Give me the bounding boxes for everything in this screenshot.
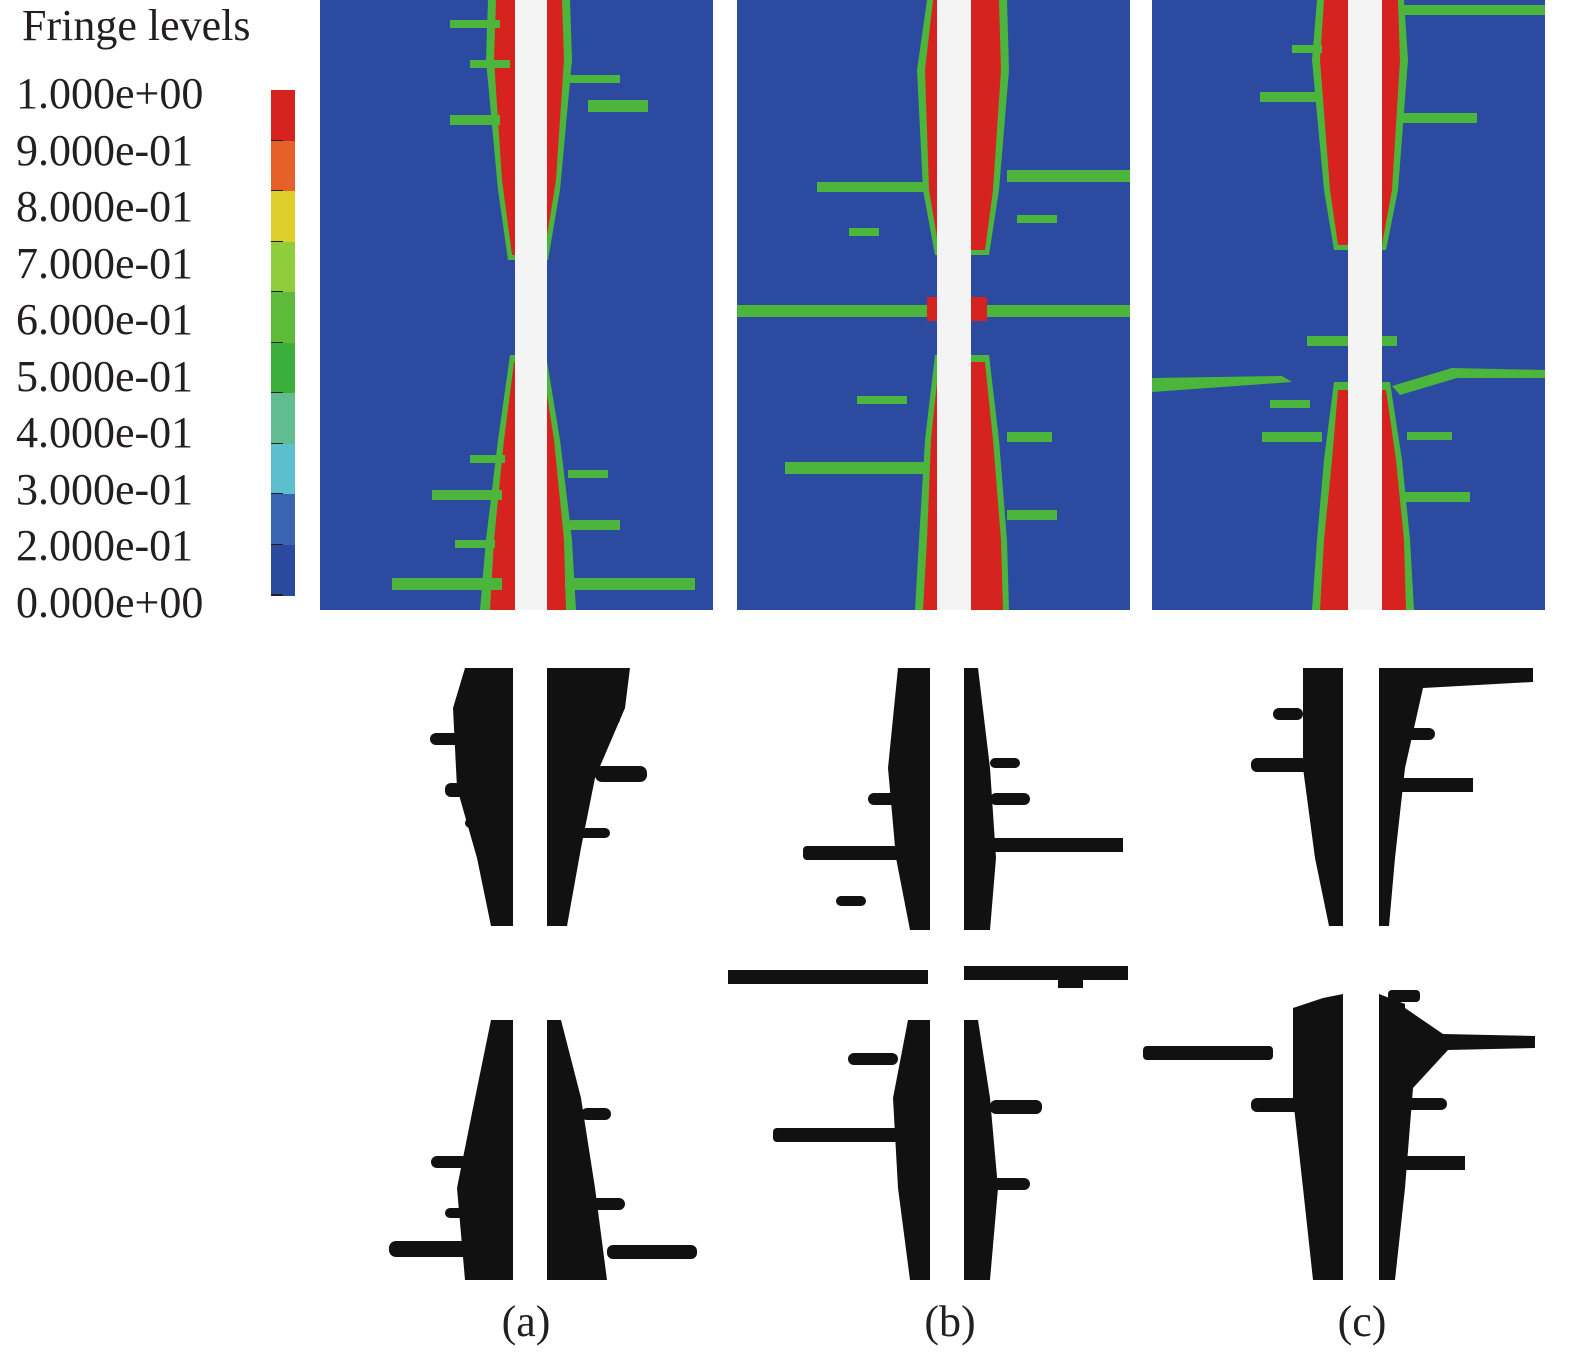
experiment-crack-upper [430, 668, 647, 926]
legend-level-label: 9.000e-01 [16, 125, 194, 175]
legend-level-label: 8.000e-01 [16, 182, 194, 231]
crack-branches [392, 20, 695, 590]
hole [515, 0, 547, 610]
hole [937, 0, 971, 610]
experiment-panel-b [728, 668, 1128, 1280]
hole [1348, 0, 1382, 610]
legend-title: Fringe levels [22, 1, 251, 50]
legend-color-swatch [271, 191, 295, 242]
legend-level-label: 2.000e-01 [16, 521, 194, 570]
simulation-panel-a [320, 0, 713, 610]
legend-color-swatch [271, 544, 295, 596]
legend-tick [271, 594, 283, 596]
caption-b: (b) [924, 1297, 976, 1346]
legend-level-label: 3.000e-01 [16, 464, 194, 514]
legend-level-label: 0.000e+00 [16, 577, 204, 627]
simulation-panel-b [737, 0, 1130, 610]
experiment-panel-a [389, 668, 697, 1280]
legend-color-swatch [271, 393, 295, 444]
legend-level-label: 4.000e-01 [16, 408, 194, 457]
legend-color-swatch [271, 342, 295, 394]
legend-color-swatch [271, 494, 295, 545]
legend-color-swatch [271, 90, 295, 141]
crack-branches [785, 170, 1130, 520]
experiment-crack-upper [1251, 668, 1533, 926]
legend-color-swatch [271, 443, 295, 495]
crack-branches [1260, 5, 1545, 502]
legend-level-label: 6.000e-01 [16, 295, 194, 344]
caption-a: (a) [501, 1297, 551, 1346]
simulation-panel-c [1152, 0, 1545, 610]
experiment-crack-upper [803, 668, 1123, 930]
legend-level-label: 5.000e-01 [16, 351, 194, 401]
experiment-panel-c [1143, 668, 1535, 1280]
legend-level-label: 1.000e+00 [16, 69, 204, 118]
legend-color-swatch [271, 292, 295, 343]
experiment-crack-lower [773, 1020, 1042, 1280]
experiment-crack-lower [389, 1020, 697, 1280]
legend-color-swatch [271, 241, 295, 293]
caption-c: (c) [1337, 1297, 1387, 1346]
legend-color-swatch [271, 140, 295, 192]
experiment-crack-lower [1143, 990, 1535, 1280]
legend-level-label: 7.000e-01 [16, 238, 194, 288]
experiment-crack-middle [728, 966, 1128, 988]
